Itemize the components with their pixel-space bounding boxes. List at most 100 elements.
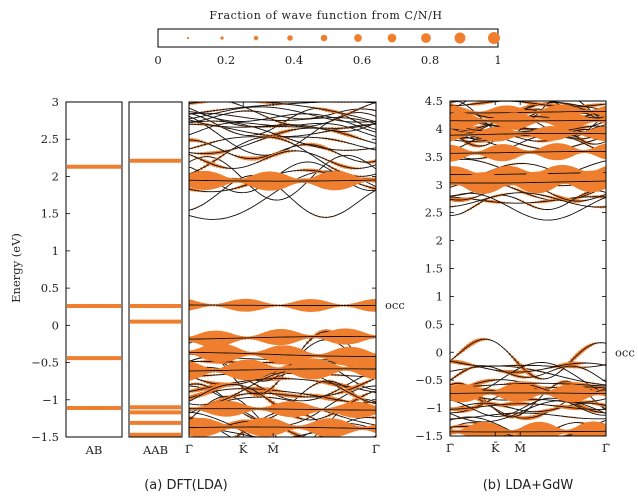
panel-a-molecule-label: AAB bbox=[142, 443, 168, 457]
panel-a-band-dot bbox=[255, 449, 259, 453]
panel-b-ytick-label: 4.5 bbox=[425, 94, 443, 108]
panel-a-band-dot bbox=[218, 446, 222, 450]
panel-a-band-dot bbox=[298, 445, 299, 446]
panel-a-band-dot bbox=[279, 438, 281, 440]
panel-b-band-dot bbox=[450, 100, 451, 101]
panel-a-band-dot bbox=[312, 441, 316, 445]
panel-b-band-line bbox=[450, 101, 606, 108]
panel-a-band-dot bbox=[251, 96, 252, 97]
panel-a-band-dot bbox=[320, 97, 321, 98]
panel-a-band-dot bbox=[209, 98, 212, 101]
panel-a-band-dot bbox=[347, 93, 348, 94]
panel-a-band-dot bbox=[316, 98, 317, 99]
panel-b-band-dot bbox=[574, 98, 575, 99]
panel-a-band-dot bbox=[252, 448, 256, 452]
panel-a-band-dot bbox=[355, 446, 359, 450]
panel-a-band-area bbox=[189, 91, 376, 453]
panel-a-band-dot bbox=[235, 94, 237, 96]
panel-a-band-dot bbox=[198, 99, 200, 101]
panel-a-band-dot bbox=[207, 91, 208, 92]
panel-b-ytick-label: 1.5 bbox=[425, 262, 443, 276]
panel-b-band-dot bbox=[561, 96, 562, 97]
panel-a-band-dot bbox=[363, 91, 365, 93]
panel-a-band-dot bbox=[307, 98, 308, 99]
panel-a-band-dot bbox=[279, 99, 280, 100]
panel-a-band-dot bbox=[346, 441, 350, 445]
panel-b-band-dot bbox=[538, 92, 539, 93]
panel-b-band-dot bbox=[541, 100, 542, 101]
panel-a-band-dot bbox=[335, 451, 336, 452]
legend-dot bbox=[354, 34, 362, 42]
panel-a-band-dot bbox=[366, 91, 368, 93]
panel-a-band-dot bbox=[298, 438, 299, 439]
panel-a-band-dot bbox=[232, 449, 233, 450]
panel-a-band-dot bbox=[213, 91, 214, 92]
panel-b-band-dot bbox=[519, 98, 521, 100]
panel-a-band-dot bbox=[198, 91, 199, 92]
panel-b-band-dot bbox=[533, 99, 534, 100]
panel-a-band-dot bbox=[361, 449, 365, 453]
panel-a-band-dot bbox=[276, 99, 277, 100]
panel-a-band-dot bbox=[348, 447, 349, 448]
panel-b-band-dot bbox=[470, 99, 471, 100]
panel-b-band-dot bbox=[468, 100, 469, 101]
panel-b-band-dot bbox=[509, 97, 511, 99]
panel-a-frame bbox=[188, 101, 377, 438]
panel-a-band-dot bbox=[352, 444, 356, 448]
panel-a-band-dot bbox=[332, 448, 333, 449]
panel-a-band-dot bbox=[294, 450, 295, 451]
panel-a-band-dot bbox=[357, 443, 358, 444]
panel-b-band-dot bbox=[478, 93, 479, 94]
panel-a-band-dot bbox=[219, 92, 221, 94]
panel-a-band-line bbox=[189, 120, 376, 151]
panel-b-band-dot bbox=[481, 92, 482, 93]
panel-a-band-dot bbox=[335, 95, 336, 96]
panel-b-ytick-label: −1.5 bbox=[415, 429, 443, 443]
panel-b-band-dot bbox=[473, 99, 474, 100]
panel-b-band-dot bbox=[567, 96, 568, 97]
panel-a-band-dot bbox=[238, 94, 239, 95]
panel-a-ytick-label: 0.5 bbox=[41, 281, 59, 295]
panel-a-band-dot bbox=[344, 448, 345, 449]
y-axis-label: Energy (eV) bbox=[9, 233, 23, 303]
panel-b-ytick-label: 3.5 bbox=[425, 150, 443, 164]
panel-a-band-dot bbox=[285, 99, 287, 101]
panel-a-band-line bbox=[189, 150, 376, 169]
panel-a-kpath-label: K̄ bbox=[239, 442, 248, 456]
panel-a-band-line bbox=[189, 336, 376, 340]
panel-b-band-dot bbox=[476, 95, 477, 96]
panel-a-band-dot bbox=[230, 437, 234, 441]
panel-a-ytick-label: −1.5 bbox=[31, 430, 59, 444]
panel-b-band-dot bbox=[569, 96, 570, 97]
panel-a-band-dot bbox=[260, 97, 261, 98]
panel-b-band-dot bbox=[496, 98, 497, 99]
panel-a-band-dot bbox=[232, 93, 234, 95]
panel-a-band-dot bbox=[312, 439, 316, 443]
legend-tick-label: 0.8 bbox=[421, 53, 439, 67]
panel-b-band-dot bbox=[483, 90, 484, 91]
panel-a-band-dot bbox=[201, 99, 203, 101]
panel-a-band-dot bbox=[257, 438, 259, 440]
panel-a-band-dot bbox=[210, 91, 211, 92]
panel-a-band-dot bbox=[226, 447, 227, 448]
panel-a-band-dot bbox=[295, 440, 296, 441]
panel-b-band-dot bbox=[554, 99, 555, 100]
panel-a-band-dot bbox=[307, 441, 308, 442]
panel-a-band-dot bbox=[270, 98, 271, 99]
panel-b-band-dot bbox=[535, 90, 536, 91]
panel-b-ytick-label: 4 bbox=[436, 122, 443, 136]
panel-a-band-dot bbox=[220, 444, 221, 445]
legend-dot bbox=[454, 32, 466, 44]
legend-dot bbox=[421, 33, 431, 43]
panel-a-band-dot bbox=[254, 97, 255, 98]
panel-b-band-dot bbox=[470, 98, 471, 99]
panel-a-band-dot bbox=[235, 450, 236, 451]
panel-a-band-line bbox=[189, 108, 376, 123]
panel-a-band-dot bbox=[229, 100, 230, 101]
panel-b-ytick-label: 1 bbox=[436, 289, 443, 303]
panel-a-band-dot bbox=[341, 449, 342, 450]
panel-a-band-dot bbox=[356, 92, 358, 94]
panel-a-band-dot bbox=[344, 449, 346, 451]
panel-a-band-dot bbox=[351, 446, 352, 447]
